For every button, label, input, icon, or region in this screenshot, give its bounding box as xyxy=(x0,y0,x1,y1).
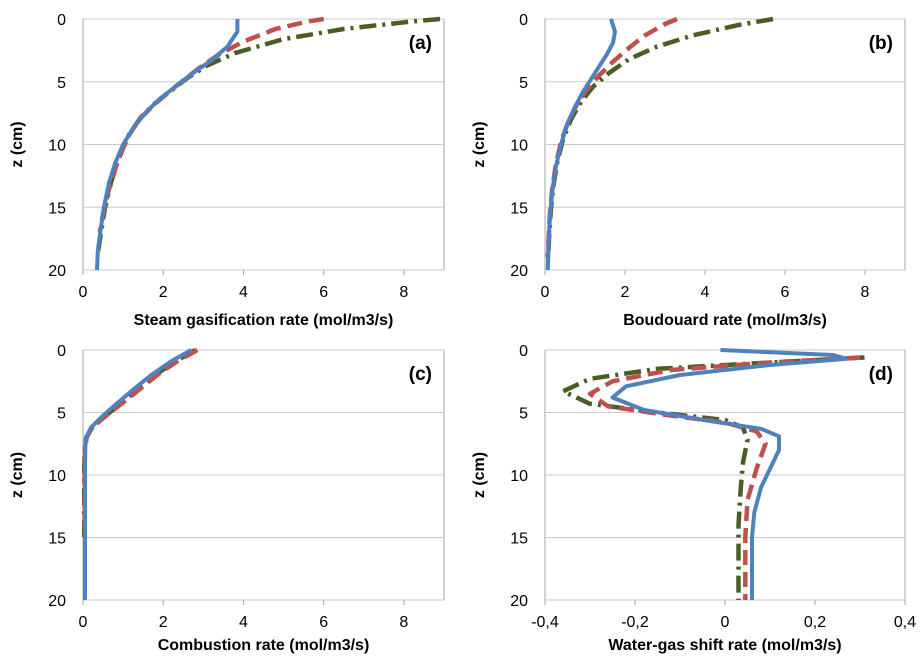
y-tick-label: 5 xyxy=(519,75,528,92)
x-tick-label: 0 xyxy=(79,284,88,301)
y-tick-label: 20 xyxy=(510,593,528,610)
x-axis-label: Combustion rate (mol/m3/s) xyxy=(158,637,370,654)
y-tick-label: 15 xyxy=(510,531,528,548)
series-line-solid xyxy=(610,348,849,600)
chart-panel-b: 0 5 10 15 20 0 2 4 6 8 Boudouard rate (mol/m3/s) z … xyxy=(471,12,906,329)
x-tick-label: -0,2 xyxy=(621,614,649,631)
x-tick-label: 8 xyxy=(861,284,870,301)
panel-label: (b) xyxy=(869,33,893,54)
y-tick-label: 0 xyxy=(57,12,66,29)
y-tick-label: 0 xyxy=(519,12,528,29)
x-tick-label: 2 xyxy=(159,614,168,631)
series-line-dash-dot xyxy=(560,355,865,600)
chart-panel-c: 0 5 10 15 20 0 2 4 6 8 Combustion rate (mol/m3/s) z… xyxy=(9,343,445,654)
y-tick-label: 10 xyxy=(48,468,66,485)
x-tick-label: 2 xyxy=(621,284,630,301)
series-line-solid xyxy=(83,348,193,600)
series-line-solid xyxy=(95,19,240,271)
y-tick-label: 15 xyxy=(48,200,66,217)
series-line-solid xyxy=(545,18,617,271)
panel-label: (c) xyxy=(409,364,432,385)
y-tick-label: 5 xyxy=(57,75,66,92)
y-axis-label: z (cm) xyxy=(9,452,26,498)
x-tick-label: 0 xyxy=(79,614,88,631)
y-tick-label: 20 xyxy=(48,263,66,280)
y-tick-label: 5 xyxy=(57,406,66,423)
y-axis-label: z (cm) xyxy=(471,452,488,498)
y-tick-label: 0 xyxy=(519,343,528,360)
y-tick-label: 15 xyxy=(510,200,528,217)
y-tick-label: 20 xyxy=(510,263,528,280)
y-tick-label: 10 xyxy=(510,468,528,485)
x-tick-label: 4 xyxy=(239,614,248,631)
x-axis-label: Boudouard rate (mol/m3/s) xyxy=(623,312,827,329)
y-tick-label: 20 xyxy=(48,593,66,610)
x-tick-label: 6 xyxy=(319,614,328,631)
y-tick-label: 5 xyxy=(519,406,528,423)
y-tick-label: 10 xyxy=(48,138,66,155)
x-tick-label: 8 xyxy=(399,284,408,301)
y-tick-label: 15 xyxy=(48,531,66,548)
x-tick-label: 0,2 xyxy=(804,614,826,631)
x-tick-label: 4 xyxy=(701,284,710,301)
x-tick-label: 0 xyxy=(541,284,550,301)
y-axis-label: z (cm) xyxy=(9,121,26,167)
x-tick-label: 4 xyxy=(239,284,248,301)
chart-panel-d: 0 5 10 15 20-0,4 -0,2 0 0,2 0,4 Water-gas shift r… xyxy=(471,343,916,654)
x-tick-label: 0,4 xyxy=(894,614,916,631)
x-axis-label: Water-gas shift rate (mol/m3/s) xyxy=(608,637,841,654)
y-axis-label: z (cm) xyxy=(471,121,488,167)
y-tick-label: 10 xyxy=(510,138,528,155)
y-tick-label: 0 xyxy=(57,343,66,360)
x-tick-label: 6 xyxy=(781,284,790,301)
x-tick-label: 0 xyxy=(721,614,730,631)
panel-label: (a) xyxy=(409,33,432,54)
x-tick-label: 8 xyxy=(399,614,408,631)
x-axis-label: Steam gasification rate (mol/m3/s) xyxy=(134,312,394,329)
series-line-dashed xyxy=(587,355,861,600)
x-tick-label: 6 xyxy=(319,284,328,301)
x-tick-label: 2 xyxy=(159,284,168,301)
chart-panel-a: 0 5 10 15 20 0 2 4 6 8 Steam gasification rate (mo… xyxy=(9,12,445,329)
panel-label: (d) xyxy=(869,364,893,385)
x-tick-label: -0,4 xyxy=(531,614,559,631)
